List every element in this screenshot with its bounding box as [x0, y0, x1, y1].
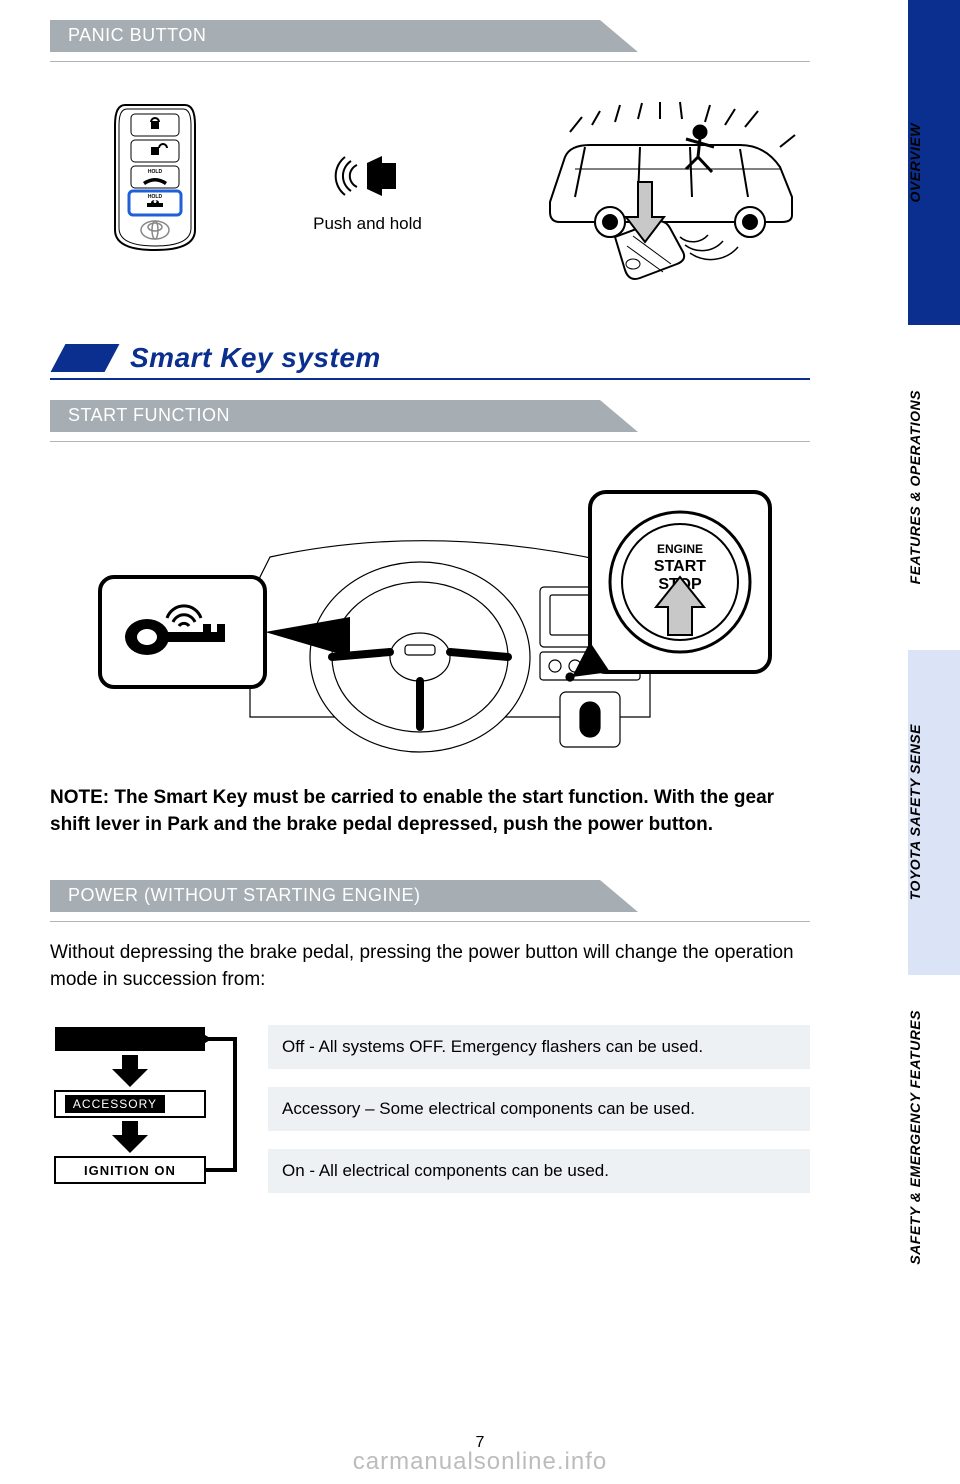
power-intro: Without depressing the brake pedal, pres…	[50, 940, 810, 993]
svg-text:ENGINE: ENGINE	[657, 542, 703, 556]
mode-descriptions: Off - All systems OFF. Emergency flasher…	[268, 1025, 810, 1200]
svg-text:START: START	[654, 558, 706, 575]
start-function-illustration: ENGINE START STOP	[50, 467, 810, 767]
tab-label: OVERVIEW	[907, 123, 923, 202]
panic-illustration-row: HOLD HOLD Push and hold	[50, 92, 810, 292]
tab-overview[interactable]: OVERVIEW	[870, 0, 960, 325]
car-alarm-icon	[530, 97, 810, 287]
tab-label: TOYOTA SAFETY SENSE	[907, 724, 923, 900]
svg-text:HOLD: HOLD	[148, 169, 163, 175]
tab-label: FEATURES & OPERATIONS	[907, 390, 923, 584]
push-hold-caption: Push and hold	[313, 214, 422, 234]
dashboard-icon: ENGINE START STOP	[50, 467, 810, 767]
svg-text:HOLD: HOLD	[148, 194, 163, 200]
mode-cycle-icon: ACCESSORY IGNITION ON	[50, 1025, 250, 1195]
keyfob-icon: HOLD HOLD	[105, 100, 205, 280]
watermark: carmanualsonline.info	[0, 1448, 960, 1476]
page-content: PANIC BUTTON HOLD HOLD	[50, 0, 810, 1200]
smart-key-heading: Smart Key system	[50, 342, 810, 380]
power-modes-row: ACCESSORY IGNITION ON Off - All systems …	[50, 1025, 810, 1200]
tab-label: SAFETY & EMERGENCY FEATURES	[907, 1010, 923, 1265]
svg-text:IGNITION ON: IGNITION ON	[84, 1163, 176, 1178]
svg-text:ACCESSORY: ACCESSORY	[73, 1097, 157, 1111]
keyfob-illustration: HOLD HOLD	[105, 100, 205, 285]
heading-text: Smart Key system	[130, 342, 381, 374]
push-and-hold-block: Push and hold	[313, 151, 422, 234]
mode-off: Off - All systems OFF. Emergency flasher…	[268, 1025, 810, 1069]
tab-safety-emergency[interactable]: SAFETY & EMERGENCY FEATURES	[870, 975, 960, 1300]
section-bar-power: POWER (WITHOUT STARTING ENGINE)	[50, 880, 810, 922]
tab-safety-sense[interactable]: TOYOTA SAFETY SENSE	[870, 650, 960, 975]
section-title: PANIC BUTTON	[50, 20, 600, 52]
speaker-icon	[327, 151, 407, 201]
section-bar-panic: PANIC BUTTON	[50, 20, 810, 62]
mode-diagram: ACCESSORY IGNITION ON	[50, 1025, 250, 1200]
section-bar-start: START FUNCTION	[50, 400, 810, 442]
start-note: NOTE: The Smart Key must be carried to e…	[50, 785, 810, 838]
mode-accessory: Accessory – Some electrical components c…	[268, 1087, 810, 1131]
blue-skew-icon	[51, 344, 120, 372]
section-title: START FUNCTION	[50, 400, 600, 432]
tab-features[interactable]: FEATURES & OPERATIONS	[870, 325, 960, 650]
side-tabs: OVERVIEW FEATURES & OPERATIONS TOYOTA SA…	[870, 0, 960, 1300]
car-alarm-illustration	[530, 97, 810, 287]
mode-on: On - All electrical components can be us…	[268, 1149, 810, 1193]
section-title: POWER (WITHOUT STARTING ENGINE)	[50, 880, 600, 912]
